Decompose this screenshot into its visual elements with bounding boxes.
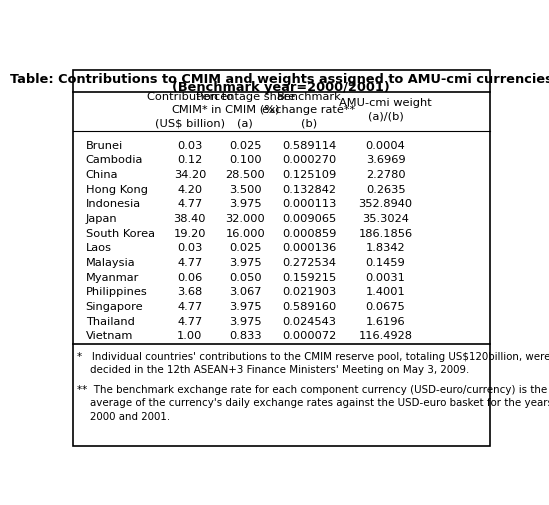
Text: 0.2635: 0.2635	[366, 185, 405, 195]
Text: 38.40: 38.40	[173, 214, 206, 224]
Text: 0.12: 0.12	[177, 156, 203, 165]
Text: 2.2780: 2.2780	[366, 170, 405, 180]
Text: 4.77: 4.77	[177, 258, 203, 268]
Text: Cambodia: Cambodia	[86, 156, 143, 165]
Text: AMU-cmi weight
(a)/(b): AMU-cmi weight (a)/(b)	[339, 98, 432, 122]
Text: 4.77: 4.77	[177, 199, 203, 210]
Text: 0.132842: 0.132842	[282, 185, 336, 195]
Text: 0.1459: 0.1459	[366, 258, 406, 268]
Text: 0.000136: 0.000136	[282, 243, 336, 254]
Text: 3.6969: 3.6969	[366, 156, 405, 165]
Text: 0.0031: 0.0031	[366, 273, 406, 283]
Text: 0.000270: 0.000270	[282, 156, 336, 165]
Text: 0.025: 0.025	[229, 141, 261, 150]
Text: 0.050: 0.050	[229, 273, 261, 283]
Text: 186.1856: 186.1856	[358, 229, 413, 239]
Text: 3.975: 3.975	[229, 317, 261, 327]
Text: 32.000: 32.000	[225, 214, 265, 224]
Text: 3.500: 3.500	[229, 185, 261, 195]
Text: 4.77: 4.77	[177, 317, 203, 327]
Text: 0.0675: 0.0675	[366, 302, 406, 312]
Text: 19.20: 19.20	[173, 229, 206, 239]
Text: (Benchmark year=2000/2001): (Benchmark year=2000/2001)	[172, 81, 390, 94]
Text: South Korea: South Korea	[86, 229, 155, 239]
Text: 4.20: 4.20	[177, 185, 203, 195]
Text: Malaysia: Malaysia	[86, 258, 135, 268]
Text: 3.975: 3.975	[229, 258, 261, 268]
Text: Table: Contributions to CMIM and weights assigned to AMU-cmi currencies: Table: Contributions to CMIM and weights…	[10, 73, 549, 86]
Text: 0.159215: 0.159215	[282, 273, 336, 283]
Text: 4.77: 4.77	[177, 302, 203, 312]
Text: 35.3024: 35.3024	[362, 214, 409, 224]
Text: Singapore: Singapore	[86, 302, 143, 312]
Text: Contribution to
CMIM*
(US$ billion): Contribution to CMIM* (US$ billion)	[147, 92, 233, 128]
Text: 16.000: 16.000	[225, 229, 265, 239]
Text: Philippines: Philippines	[86, 287, 147, 297]
Text: 0.03: 0.03	[177, 141, 203, 150]
Text: 0.589160: 0.589160	[282, 302, 336, 312]
Text: Brunei: Brunei	[86, 141, 123, 150]
Text: 0.125109: 0.125109	[282, 170, 336, 180]
Text: 0.03: 0.03	[177, 243, 203, 254]
Text: 3.975: 3.975	[229, 199, 261, 210]
Text: 1.00: 1.00	[177, 331, 203, 341]
Text: Laos: Laos	[86, 243, 111, 254]
Text: 0.009065: 0.009065	[282, 214, 336, 224]
Text: 0.100: 0.100	[229, 156, 261, 165]
Text: Vietnam: Vietnam	[86, 331, 133, 341]
Text: 3.067: 3.067	[229, 287, 261, 297]
Text: 116.4928: 116.4928	[358, 331, 413, 341]
Text: 1.6196: 1.6196	[366, 317, 405, 327]
Text: Thailand: Thailand	[86, 317, 135, 327]
Text: 3.68: 3.68	[177, 287, 203, 297]
Text: Hong Kong: Hong Kong	[86, 185, 148, 195]
Text: 3.975: 3.975	[229, 302, 261, 312]
Text: 28.500: 28.500	[225, 170, 265, 180]
Text: Indonesia: Indonesia	[86, 199, 141, 210]
Text: 0.025: 0.025	[229, 243, 261, 254]
Text: 352.8940: 352.8940	[358, 199, 413, 210]
Text: 1.4001: 1.4001	[366, 287, 406, 297]
Text: 34.20: 34.20	[173, 170, 206, 180]
Text: 0.833: 0.833	[229, 331, 261, 341]
Text: Myanmar: Myanmar	[86, 273, 139, 283]
Text: 0.589114: 0.589114	[282, 141, 336, 150]
Text: 0.0004: 0.0004	[366, 141, 406, 150]
Text: 0.000859: 0.000859	[282, 229, 336, 239]
Text: Benchmark
exchange rate**
(b): Benchmark exchange rate** (b)	[262, 92, 356, 128]
Text: 0.021903: 0.021903	[282, 287, 336, 297]
Text: 1.8342: 1.8342	[366, 243, 405, 254]
Text: *   Individual countries' contributions to the CMIM reserve pool, totaling US$12: * Individual countries' contributions to…	[77, 352, 549, 375]
Text: 0.272534: 0.272534	[282, 258, 336, 268]
Text: **  The benchmark exchange rate for each component currency (USD-euro/currency) : ** The benchmark exchange rate for each …	[77, 385, 549, 422]
Text: Japan: Japan	[86, 214, 117, 224]
Text: 0.06: 0.06	[177, 273, 203, 283]
Text: China: China	[86, 170, 118, 180]
Text: Percentage share
in CMIM (%)
(a): Percentage share in CMIM (%) (a)	[195, 92, 295, 128]
Text: 0.000113: 0.000113	[282, 199, 336, 210]
Text: 0.024543: 0.024543	[282, 317, 336, 327]
Text: 0.000072: 0.000072	[282, 331, 336, 341]
